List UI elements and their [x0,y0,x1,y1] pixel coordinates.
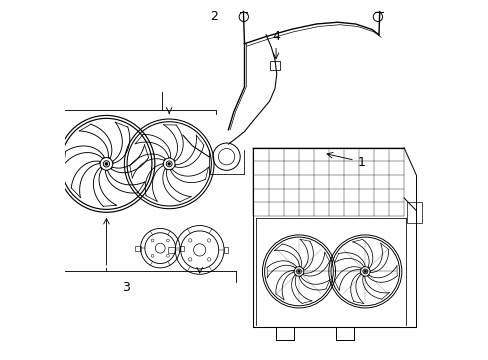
Text: 2: 2 [210,10,218,23]
Text: 3: 3 [122,281,130,294]
Bar [134,246,140,251]
Circle shape [167,162,170,165]
Bar [269,60,280,69]
Circle shape [297,270,300,273]
Circle shape [104,162,108,166]
Text: 1: 1 [357,156,365,169]
Text: 4: 4 [271,30,280,43]
Circle shape [364,270,366,273]
Bar [407,202,421,223]
Bar [168,247,175,253]
Bar [180,246,183,251]
Bar [224,247,228,253]
